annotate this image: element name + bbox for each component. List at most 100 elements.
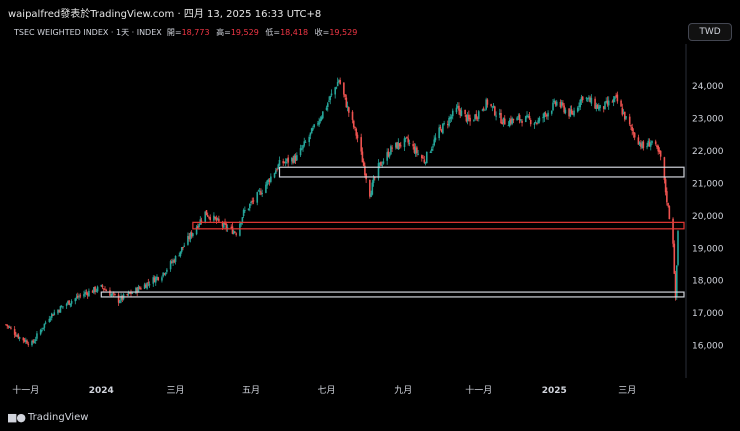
candle-body: [75, 296, 78, 299]
candle-body: [468, 114, 470, 120]
candle-body: [148, 284, 151, 286]
candle-body: [424, 162, 427, 164]
candle-body: [642, 141, 645, 148]
candle-body: [268, 179, 271, 182]
candle-body: [555, 101, 558, 106]
candle-body: [225, 223, 228, 229]
candle-body: [667, 202, 669, 206]
candle-body: [623, 111, 626, 120]
candle-body: [294, 155, 297, 162]
candle-body: [57, 309, 59, 314]
candle-body: [266, 180, 268, 186]
candle-body: [590, 97, 593, 104]
candle-body: [59, 306, 62, 313]
candle-body: [94, 286, 96, 292]
candle-body: [328, 100, 330, 102]
candle-body: [111, 293, 114, 295]
candle-body: [547, 112, 549, 117]
high-label: 高=: [216, 28, 231, 37]
close-label: 收=: [314, 28, 330, 37]
candle-body: [484, 109, 486, 111]
candle-body: [588, 97, 590, 99]
candle-body: [26, 340, 28, 344]
candle-body: [157, 277, 160, 280]
candle-body: [494, 106, 496, 116]
candle-body: [178, 255, 181, 257]
candle-body: [284, 161, 287, 163]
candle-body: [293, 155, 296, 163]
candle-body: [53, 312, 56, 316]
candle-body: [249, 203, 251, 209]
candle-body: [378, 162, 381, 165]
candle-body: [614, 96, 616, 100]
currency-button[interactable]: TWD: [688, 23, 732, 41]
candle-body: [223, 222, 225, 228]
candle-body: [70, 301, 73, 304]
candle-body: [251, 201, 254, 203]
candle-body: [534, 122, 537, 124]
candle-body: [242, 209, 245, 217]
time-tick-label: 七月: [318, 385, 336, 396]
time-tick-label: 十一月: [465, 384, 492, 396]
candle-body: [412, 144, 414, 147]
candle-body: [638, 142, 641, 145]
candle-body: [654, 141, 657, 144]
candle-body: [25, 340, 27, 342]
zone-box-white: [100, 291, 685, 298]
candle-body: [310, 128, 313, 134]
candle-body: [42, 327, 44, 330]
candle-body: [500, 113, 502, 124]
candle-body: [417, 153, 419, 155]
candle-body: [83, 294, 85, 297]
candle-body: [105, 290, 108, 292]
candle-body: [240, 222, 242, 225]
candle-body: [469, 117, 471, 122]
candle-body: [78, 296, 80, 298]
candle-body: [490, 104, 492, 106]
candle-body: [318, 121, 320, 125]
candle-series: [5, 77, 679, 347]
candle-body: [33, 341, 36, 343]
candle-body: [85, 292, 88, 294]
candle-body: [48, 318, 51, 322]
candle-body: [274, 170, 277, 174]
candle-body: [607, 100, 610, 106]
close-value: 19,529: [329, 28, 358, 37]
candle-body: [599, 104, 601, 109]
time-tick-label: 十一月: [12, 384, 39, 396]
open-value: 18,773: [181, 28, 210, 37]
candle-body: [169, 261, 172, 270]
candle-body: [100, 284, 103, 287]
candle-body: [675, 265, 678, 297]
candle-body: [135, 287, 137, 294]
candle-body: [163, 273, 166, 275]
candle-body: [631, 127, 634, 132]
candle-body: [673, 243, 676, 274]
candle-body: [448, 117, 450, 126]
candle-body: [79, 295, 82, 297]
candle-body: [34, 339, 37, 341]
candle-body: [256, 192, 259, 203]
candle-body: [95, 290, 98, 292]
candle-body: [649, 143, 652, 147]
candle-body: [443, 123, 445, 125]
candle-body: [273, 173, 276, 178]
candle-body: [6, 324, 9, 327]
candle-body: [398, 143, 401, 147]
candle-body: [215, 217, 218, 221]
candle-body: [406, 136, 408, 138]
candle-body: [65, 303, 68, 306]
time-tick-label: 九月: [394, 385, 412, 396]
candle-body: [76, 295, 79, 298]
candle-body: [348, 107, 350, 113]
candle-body: [546, 114, 548, 117]
candle-body: [529, 119, 532, 125]
candle-body: [361, 151, 364, 163]
candle-body: [451, 110, 454, 117]
candle-body: [52, 314, 54, 316]
candle-body: [190, 232, 193, 237]
candle-body: [189, 233, 192, 240]
candle-body: [39, 329, 42, 335]
candle-body: [7, 326, 10, 328]
